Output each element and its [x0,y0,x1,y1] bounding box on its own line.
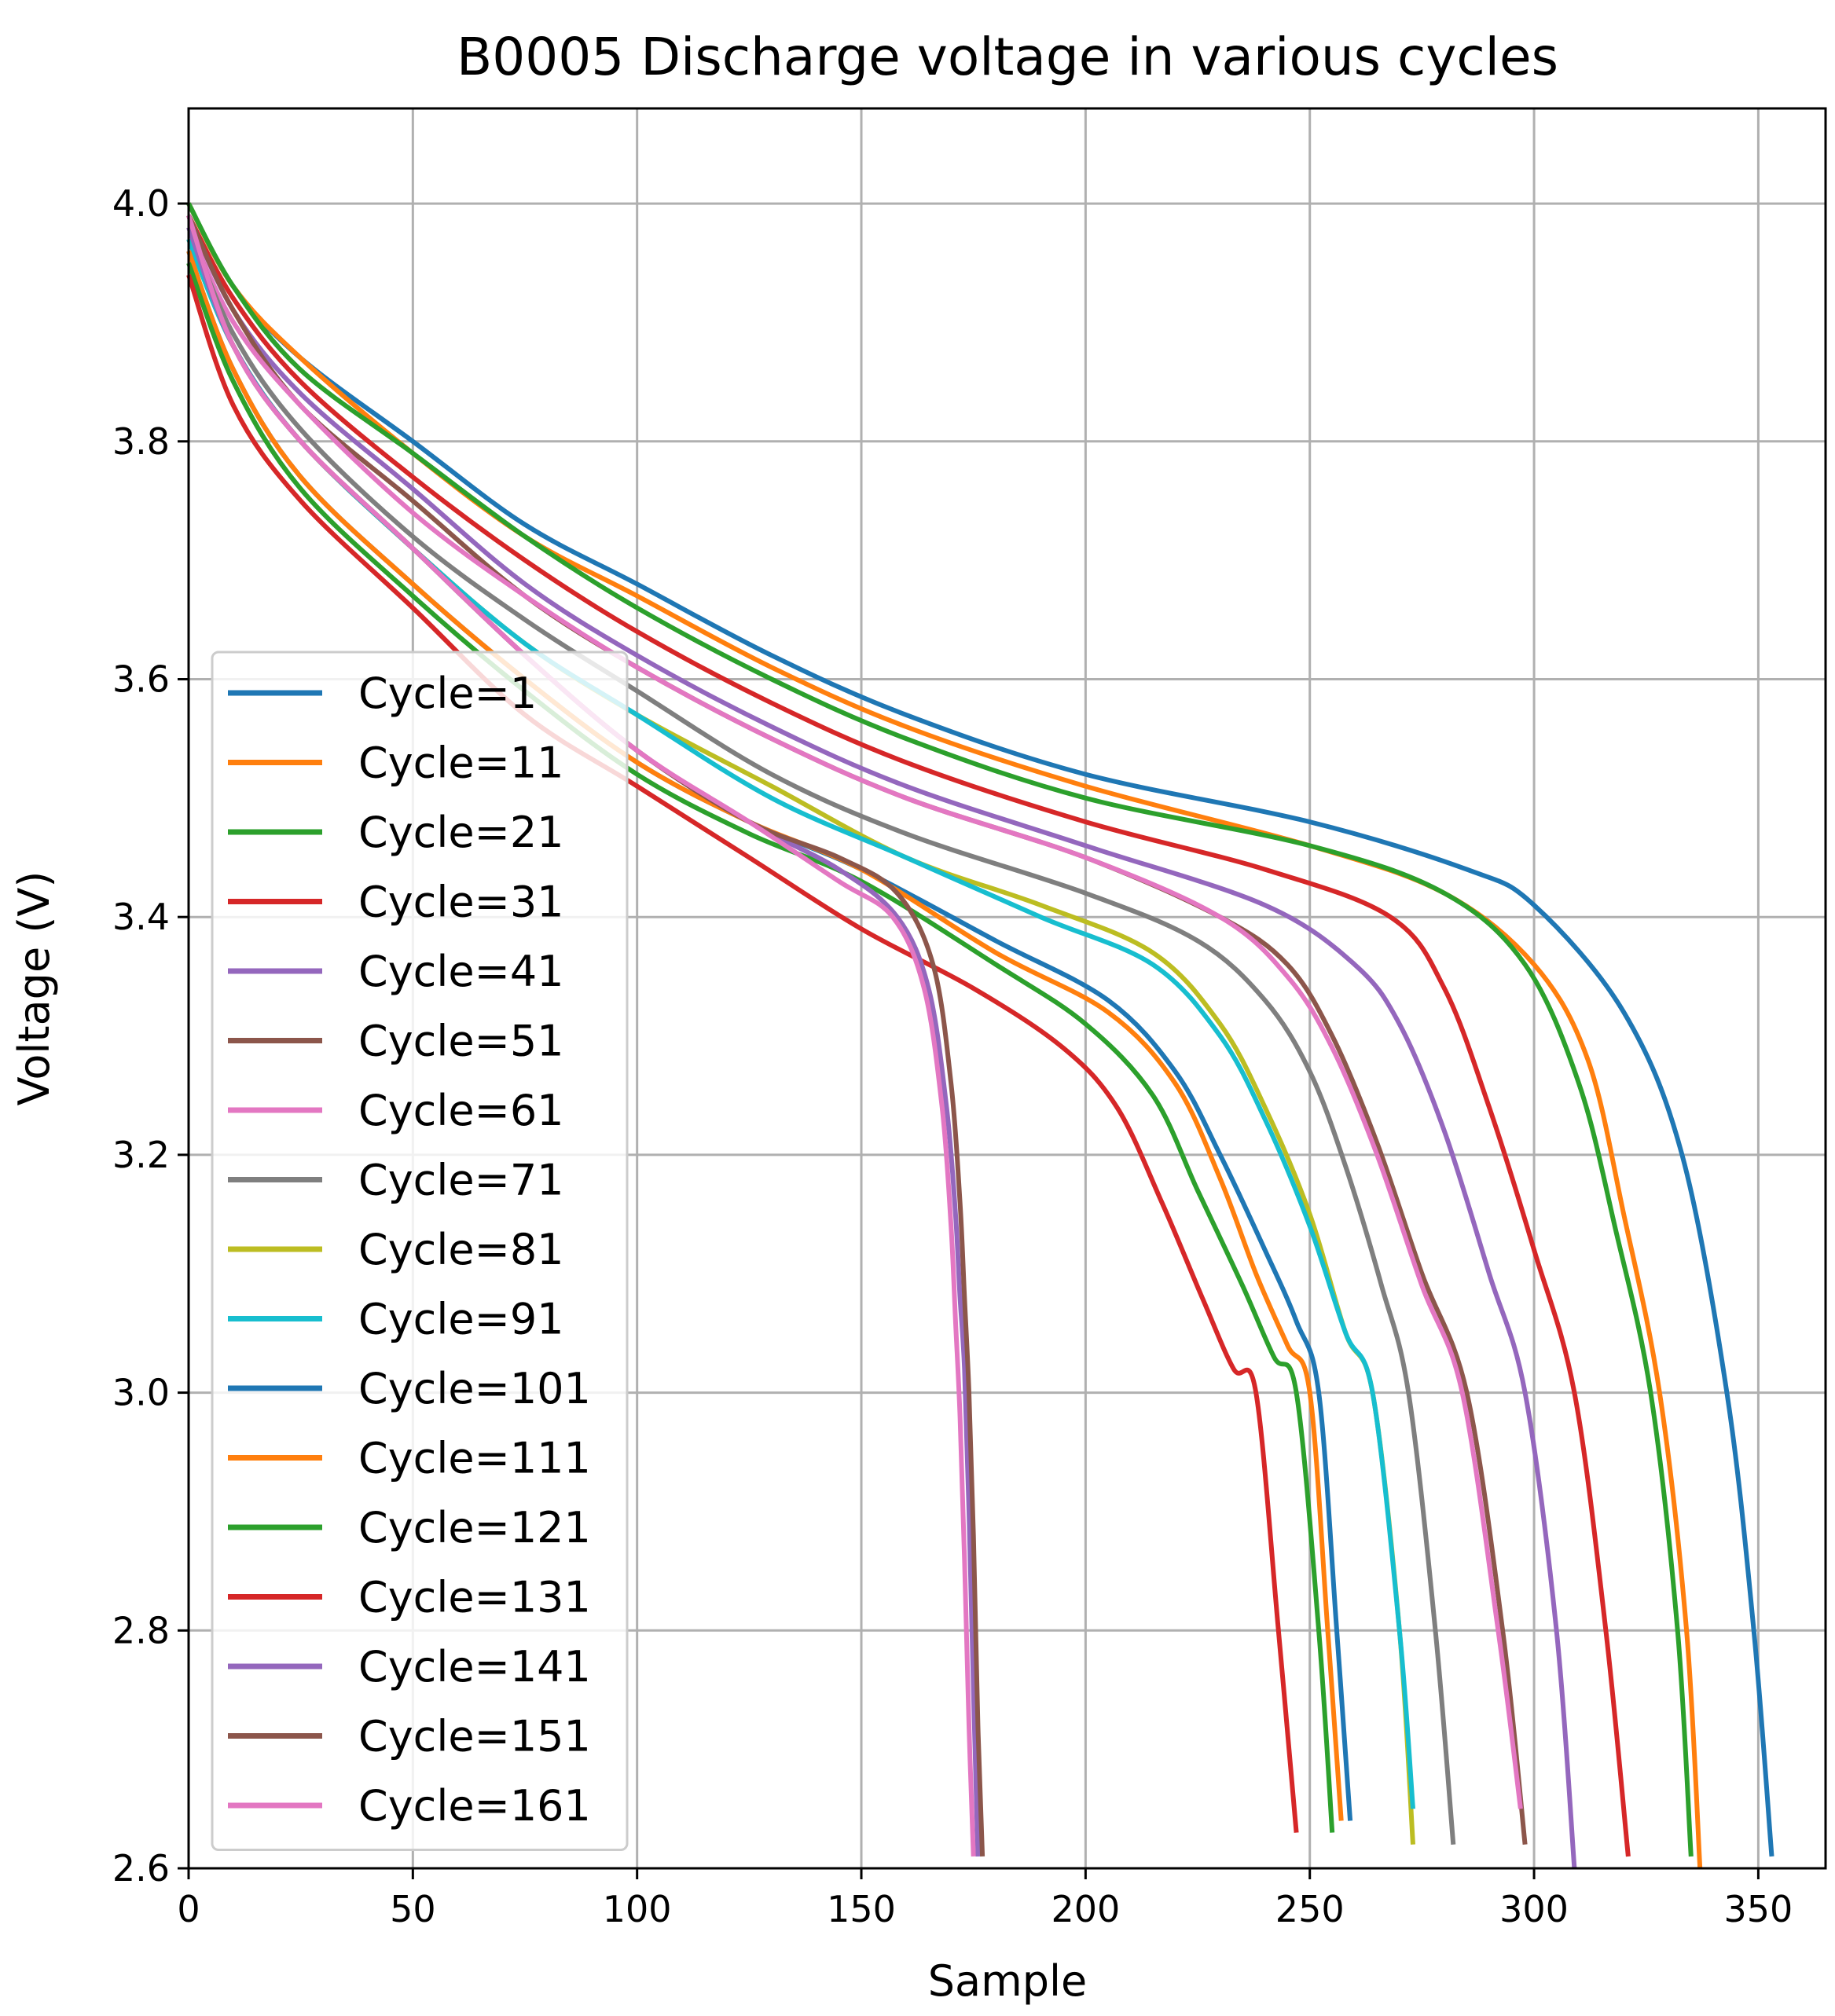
y-tick-label: 3.0 [112,1372,170,1414]
legend-label: Cycle=1 [358,669,537,718]
series-line-cycle-111 [186,250,1344,1821]
legend-label: Cycle=31 [358,878,564,927]
series-line-cycle-31 [186,214,1631,1857]
series-line-cycle-161 [186,214,976,1857]
legend-label: Cycle=101 [358,1364,591,1413]
x-tick-label: 150 [827,1888,896,1930]
legend-label: Cycle=131 [358,1573,591,1622]
legend-label: Cycle=161 [358,1781,591,1831]
y-tick-label: 3.6 [112,658,170,700]
x-tick-label: 0 [177,1888,200,1930]
legend: Cycle=1 Cycle=11 Cycle=21 Cycle=31 Cycle=41 C… [211,651,629,1851]
x-tick-label: 300 [1499,1888,1569,1930]
legend-label: Cycle=41 [358,947,564,996]
legend-label: Cycle=91 [358,1295,564,1344]
y-tick-label: 3.8 [112,420,170,463]
y-tick-label: 2.8 [112,1609,170,1651]
legend-label: Cycle=51 [358,1017,564,1066]
axis-ticks: 0 50 100 150 200 250 300 350 2.6 2.8 3.0 3.2 3.4 3.6 3… [112,182,1793,1930]
plot-frame [187,107,1827,1870]
series-line-cycle-121 [186,262,1335,1833]
series-line-cycle-61 [186,226,1523,1809]
legend-label: Cycle=71 [358,1156,564,1205]
x-tick-label: 250 [1275,1888,1345,1930]
y-tick-label: 3.2 [112,1134,170,1176]
chart-title: B0005 Discharge voltage in various cycle… [457,27,1558,87]
legend-label: Cycle=121 [358,1503,591,1552]
series-line-cycle-21 [186,202,1694,1857]
y-tick-label: 2.6 [112,1847,170,1890]
series-line-cycle-131 [186,273,1299,1833]
legend-label: Cycle=151 [358,1712,591,1761]
y-tick-label: 3.4 [112,896,170,938]
x-tick-label: 50 [390,1888,436,1930]
x-tick-label: 200 [1051,1888,1120,1930]
legend-label: Cycle=61 [358,1086,564,1135]
series-line-cycle-41 [186,214,1577,1869]
series-lines [186,202,1774,1869]
series-line-cycle-1 [186,202,1774,1857]
x-axis-label: Sample [928,1956,1087,2006]
y-tick-label: 4.0 [112,182,170,225]
legend-label: Cycle=111 [358,1434,591,1483]
legend-label: Cycle=21 [358,808,564,857]
x-tick-label: 350 [1723,1888,1793,1930]
y-axis-label: Voltage (V) [9,871,59,1106]
legend-label: Cycle=81 [358,1225,564,1274]
legend-label: Cycle=141 [358,1642,591,1692]
series-line-cycle-71 [186,226,1456,1845]
legend-label: Cycle=11 [358,739,564,788]
legend-box [211,651,629,1851]
x-tick-label: 100 [603,1888,672,1930]
